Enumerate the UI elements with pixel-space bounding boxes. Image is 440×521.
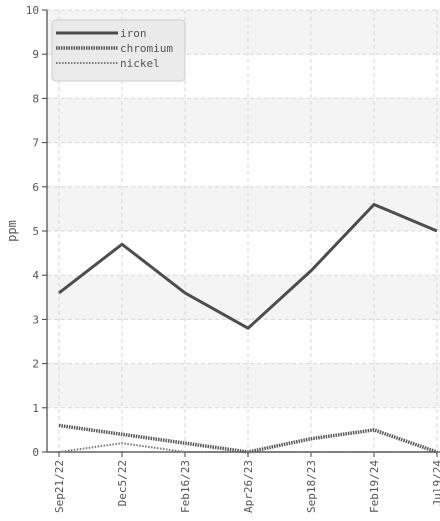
y-tick-label: 10 [26, 4, 39, 17]
x-tick-label: Apr26/23 [242, 460, 255, 513]
series-line-nickel [58, 442, 437, 453]
background-band [47, 363, 440, 408]
y-tick-label: 5 [32, 225, 39, 238]
grid-lines [47, 9, 440, 452]
x-tick-label: Sep18/23 [305, 460, 318, 513]
x-tick-label: Dec5/22 [116, 460, 129, 506]
legend-label-iron: iron [120, 27, 147, 40]
background-band [47, 275, 440, 320]
y-tick-label: 8 [32, 92, 39, 105]
y-tick-label: 4 [32, 269, 39, 282]
legend-box [51, 19, 186, 82]
y-tick-label: 1 [32, 402, 39, 415]
series-lines [58, 202, 438, 454]
y-tick-label: 2 [32, 358, 39, 371]
y-tick-label: 0 [32, 446, 39, 459]
y-tick-label: 6 [32, 181, 39, 194]
legend-label-chromium: chromium [120, 42, 173, 55]
x-tick-label: Jul9/24 [431, 460, 440, 507]
y-axis-title: ppm [5, 220, 19, 242]
x-tick-label: Sep21/22 [53, 460, 66, 513]
legend: iron chromium nickel [51, 19, 186, 82]
x-tick-label: Feb16/23 [179, 460, 192, 513]
x-axis-ticks: Sep21/22 Dec5/22 Feb16/23 Apr26/23 Sep18/23 F… [53, 452, 440, 513]
y-tick-label: 7 [32, 137, 39, 150]
y-axis-ticks: 0 1 2 3 4 5 6 7 8 9 10 [26, 4, 47, 459]
y-tick-label: 9 [32, 48, 39, 61]
y-tick-label: 3 [32, 313, 39, 326]
x-tick-label: Feb19/24 [368, 460, 381, 513]
series-line-iron [58, 202, 438, 330]
background-band [47, 98, 440, 143]
legend-label-nickel: nickel [120, 57, 160, 70]
